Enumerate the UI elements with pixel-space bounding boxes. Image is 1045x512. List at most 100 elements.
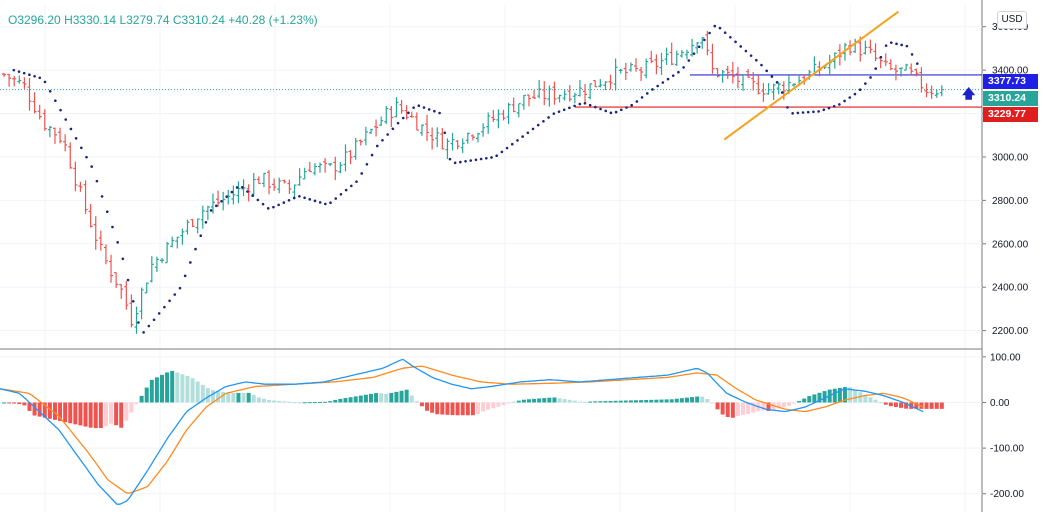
price-bar	[323, 158, 328, 173]
price-bar	[776, 82, 781, 95]
price-bar	[588, 83, 593, 100]
sar-dot	[474, 158, 478, 162]
price-bar	[27, 77, 32, 111]
price-bar	[261, 172, 266, 188]
price-bar	[735, 66, 740, 89]
sar-dot	[703, 38, 706, 42]
price-bar	[435, 127, 440, 148]
sar-dot	[651, 88, 654, 91]
macd-histogram-bar	[231, 392, 236, 403]
sar-dot	[806, 110, 810, 114]
macd-histogram-bar	[12, 402, 17, 404]
macd-histogram-bar	[384, 393, 389, 403]
macd-histogram-bar	[842, 387, 847, 403]
sar-dot	[33, 74, 36, 78]
macd-histogram-bar	[216, 390, 221, 403]
macd-histogram-bar	[58, 402, 63, 422]
macd-histogram-bar	[241, 392, 246, 403]
macd-histogram-bar	[807, 396, 812, 403]
trendline[interactable]	[723, 10, 900, 141]
macd-histogram-bar	[149, 379, 154, 403]
macd-histogram-bar	[639, 400, 644, 403]
price-bar	[307, 161, 312, 173]
price-bar	[730, 61, 735, 84]
price-bar	[109, 254, 114, 283]
macd-histogram-bar	[114, 402, 119, 426]
price-bar	[476, 132, 481, 143]
macd-histogram-bar	[419, 402, 424, 407]
price-bar	[37, 104, 42, 120]
macd-histogram-bar	[470, 402, 475, 416]
macd-histogram-bar	[363, 394, 368, 403]
sar-dot	[594, 105, 597, 109]
price-bar	[333, 156, 338, 181]
macd-histogram-bar	[715, 402, 720, 410]
macd-histogram-bar	[899, 402, 904, 408]
price-bar	[720, 69, 725, 83]
macd-histogram-bar	[562, 399, 567, 403]
price-bar	[659, 52, 664, 75]
price-bar	[690, 38, 695, 57]
price-bar	[47, 125, 52, 138]
sar-dot	[640, 96, 644, 99]
price-bar	[282, 179, 287, 184]
macd-histogram-bar	[210, 390, 215, 403]
up-arrow-icon[interactable]: 🡅	[962, 86, 976, 101]
macd-histogram-bar	[109, 402, 114, 424]
price-bar	[195, 218, 200, 234]
macd-histogram-bar	[312, 402, 317, 404]
macd-histogram-bar	[226, 392, 231, 403]
sar-dot	[822, 108, 826, 112]
sar-dot	[827, 106, 831, 110]
price-bar	[644, 58, 649, 79]
macd-histogram-bar	[832, 388, 837, 403]
macd-signal-line	[0, 365, 924, 494]
sar-dot	[287, 198, 291, 202]
price-bar	[236, 181, 241, 204]
sar-dot	[69, 127, 73, 131]
macd-histogram-bar	[690, 397, 695, 403]
trendline-segment[interactable]	[723, 10, 900, 141]
sar-dot	[298, 194, 301, 198]
sar-dot	[729, 35, 732, 39]
macd-histogram-bar	[481, 402, 486, 412]
price-bar	[572, 92, 577, 104]
sar-dot	[599, 107, 602, 111]
price-bar	[532, 89, 537, 99]
macd-histogram-bar	[190, 378, 195, 403]
price-bar	[516, 103, 521, 118]
macd-histogram-bar	[42, 402, 47, 418]
sar-dot	[90, 165, 94, 168]
price-bar	[52, 127, 57, 144]
sar-dot	[412, 106, 415, 109]
price-bar	[888, 59, 893, 71]
sar-dot	[386, 133, 389, 136]
macd-histogram-bar	[486, 402, 491, 410]
macd-histogram-bar	[32, 402, 37, 416]
macd-histogram-bar	[73, 402, 78, 425]
price-bar	[827, 54, 832, 76]
price-bar	[149, 256, 154, 283]
price-bar	[654, 54, 659, 75]
currency-button[interactable]: USD	[997, 11, 1027, 29]
macd-histogram-bar	[425, 402, 430, 411]
macd-histogram-bar	[353, 396, 358, 403]
price-bar	[78, 181, 83, 192]
price-bar	[598, 79, 603, 88]
macd-histogram-bar	[358, 395, 363, 403]
price-bar	[939, 85, 944, 97]
macd-histogram-bar	[730, 402, 735, 418]
macd-histogram-bar	[491, 402, 496, 409]
sar-dot	[215, 204, 218, 208]
macd-histogram-bar	[664, 399, 669, 403]
price-bar	[455, 140, 460, 150]
price-tick-label-3: 3000.00	[992, 152, 1029, 163]
sar-dot	[542, 119, 545, 123]
price-bar	[481, 123, 486, 137]
price-bar	[358, 139, 363, 146]
price-bar	[924, 83, 929, 98]
sar-dot	[817, 110, 820, 113]
price-bar	[878, 57, 883, 69]
macd-histogram-bar	[307, 402, 312, 404]
sar-dot	[105, 210, 109, 214]
